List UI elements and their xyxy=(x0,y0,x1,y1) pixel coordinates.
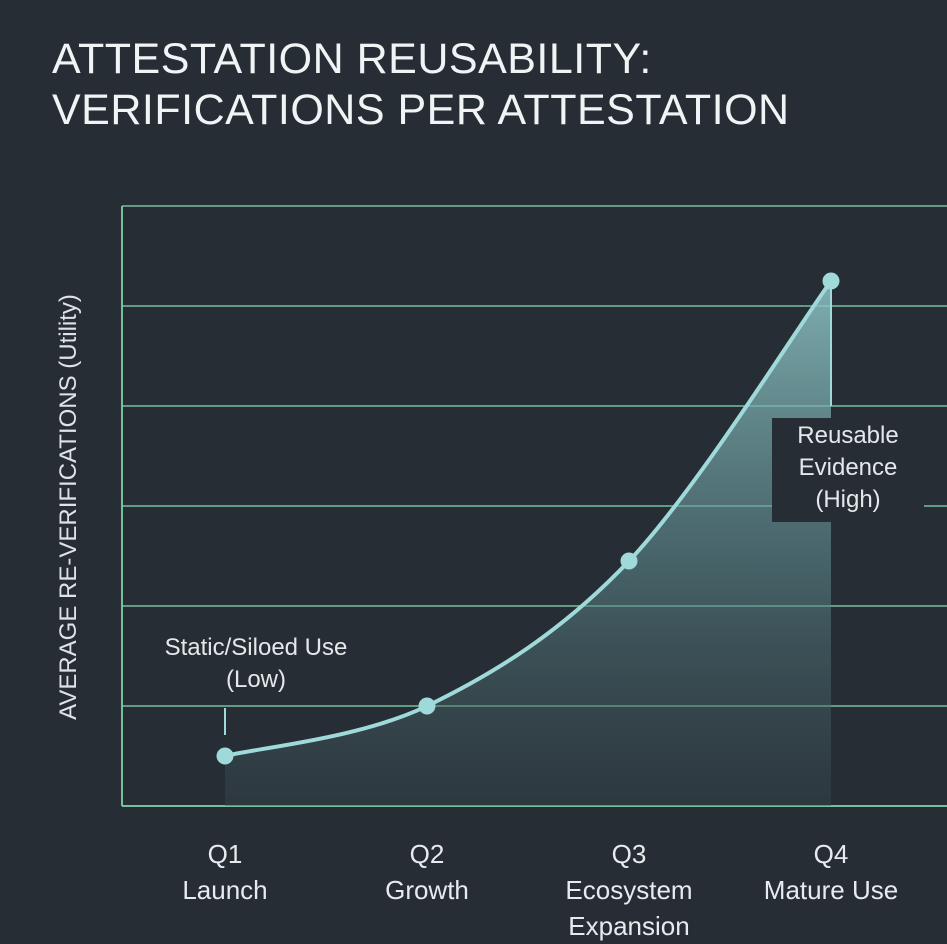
chart-title: ATTESTATION REUSABILITY: VERIFICATIONS P… xyxy=(52,34,932,136)
annotation-line: (Low) xyxy=(225,666,286,693)
data-point-q3 xyxy=(620,552,638,570)
x-tick-phase: Growth xyxy=(385,875,469,905)
x-tick-label-q3: Q3 Ecosystem Expansion xyxy=(529,836,729,944)
series-line xyxy=(223,279,833,758)
annotation-high: Reusable Evidence (High) xyxy=(772,418,924,522)
annotation-line: Static/Siloed Use xyxy=(164,634,348,661)
x-tick-label-q2: Q2 Growth xyxy=(327,836,527,908)
annotation-line: (High) xyxy=(815,486,881,513)
x-tick-quarter: Q3 xyxy=(611,839,647,869)
annotation-line: Evidence xyxy=(798,454,898,481)
x-tick-phase: Launch xyxy=(182,875,268,905)
x-tick-phase: Ecosystem Expansion xyxy=(565,875,693,941)
x-tick-quarter: Q4 xyxy=(813,839,849,869)
x-tick-phase: Mature Use xyxy=(763,875,899,905)
area-fill xyxy=(225,281,831,806)
data-point-q1 xyxy=(216,747,234,765)
x-tick-label-q4: Q4 Mature Use xyxy=(731,836,931,908)
data-point-q2 xyxy=(418,697,436,715)
data-point-q4 xyxy=(822,272,840,290)
chart-title-line-2: VERIFICATIONS PER ATTESTATION xyxy=(52,86,790,134)
x-tick-quarter: Q1 xyxy=(207,839,243,869)
annotation-low: Static/Siloed Use (Low) xyxy=(126,632,386,696)
annotation-line: Reusable xyxy=(797,422,899,449)
x-tick-quarter: Q2 xyxy=(409,839,445,869)
x-tick-label-q1: Q1 Launch xyxy=(125,836,325,908)
chart-title-line-1: ATTESTATION REUSABILITY: xyxy=(52,35,652,83)
